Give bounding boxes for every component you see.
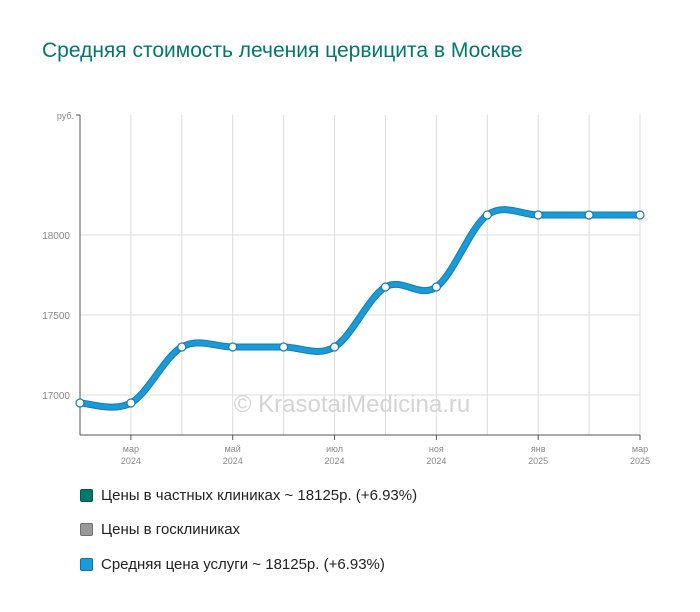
- legend-item-public[interactable]: Цены в госклиниках: [80, 521, 417, 539]
- watermark: © KrasotaiMedicina.ru: [234, 391, 470, 418]
- legend-item-average[interactable]: Средняя цена услуги ~ 18125р. (+6.93%): [80, 555, 417, 573]
- data-point: [482, 210, 492, 220]
- x-tick-label-month: июл: [326, 444, 343, 454]
- y-tick-label: 17500: [42, 311, 70, 322]
- legend-swatch-average: [80, 557, 93, 571]
- data-point: [635, 210, 645, 220]
- legend-swatch-public: [80, 523, 93, 536]
- y-tick-label: 17000: [42, 391, 70, 402]
- data-point: [126, 398, 136, 408]
- data-point: [177, 342, 187, 352]
- data-point: [584, 210, 594, 220]
- data-point: [329, 342, 340, 352]
- x-tick-label-month: янв: [531, 444, 546, 454]
- x-tick-label-year: 2025: [528, 456, 548, 466]
- x-tick-label-year: 2024: [426, 456, 446, 466]
- x-tick-label-year: 2024: [223, 456, 243, 466]
- data-point: [228, 342, 238, 352]
- legend-label-public: Цены в госклиниках: [101, 521, 241, 538]
- legend-label-average: Средняя цена услуги ~ 18125р. (+6.93%): [101, 555, 385, 573]
- data-point: [75, 398, 85, 408]
- x-tick-label-year: 2024: [121, 456, 141, 466]
- legend: Цены в частных клиниках ~ 18125р. (+6.93…: [80, 486, 417, 590]
- chart-title: Средняя стоимость лечения цервицита в Мо…: [42, 39, 523, 62]
- data-point: [279, 342, 289, 352]
- data-point: [533, 210, 543, 220]
- legend-item-private[interactable]: Цены в частных клиниках ~ 18125р. (+6.93…: [80, 486, 417, 504]
- x-tick-label-month: ноя: [429, 444, 444, 454]
- legend-label-private: Цены в частных клиниках ~ 18125р. (+6.93…: [101, 486, 418, 504]
- x-tick-label-month: мар: [123, 444, 139, 454]
- x-tick-label-year: 2024: [325, 456, 345, 466]
- legend-swatch-private: [80, 488, 93, 502]
- y-tick-label: 18000: [42, 231, 70, 242]
- x-tick-label-year: 2025: [630, 456, 650, 466]
- data-point: [380, 282, 391, 292]
- series-line-shadow: [76, 206, 644, 411]
- series-line-average: [77, 207, 643, 410]
- x-tick-label-month: мар: [632, 444, 648, 454]
- data-point: [431, 282, 441, 292]
- x-tick-label-month: май: [225, 444, 241, 454]
- y-unit-label: руб.: [57, 111, 74, 121]
